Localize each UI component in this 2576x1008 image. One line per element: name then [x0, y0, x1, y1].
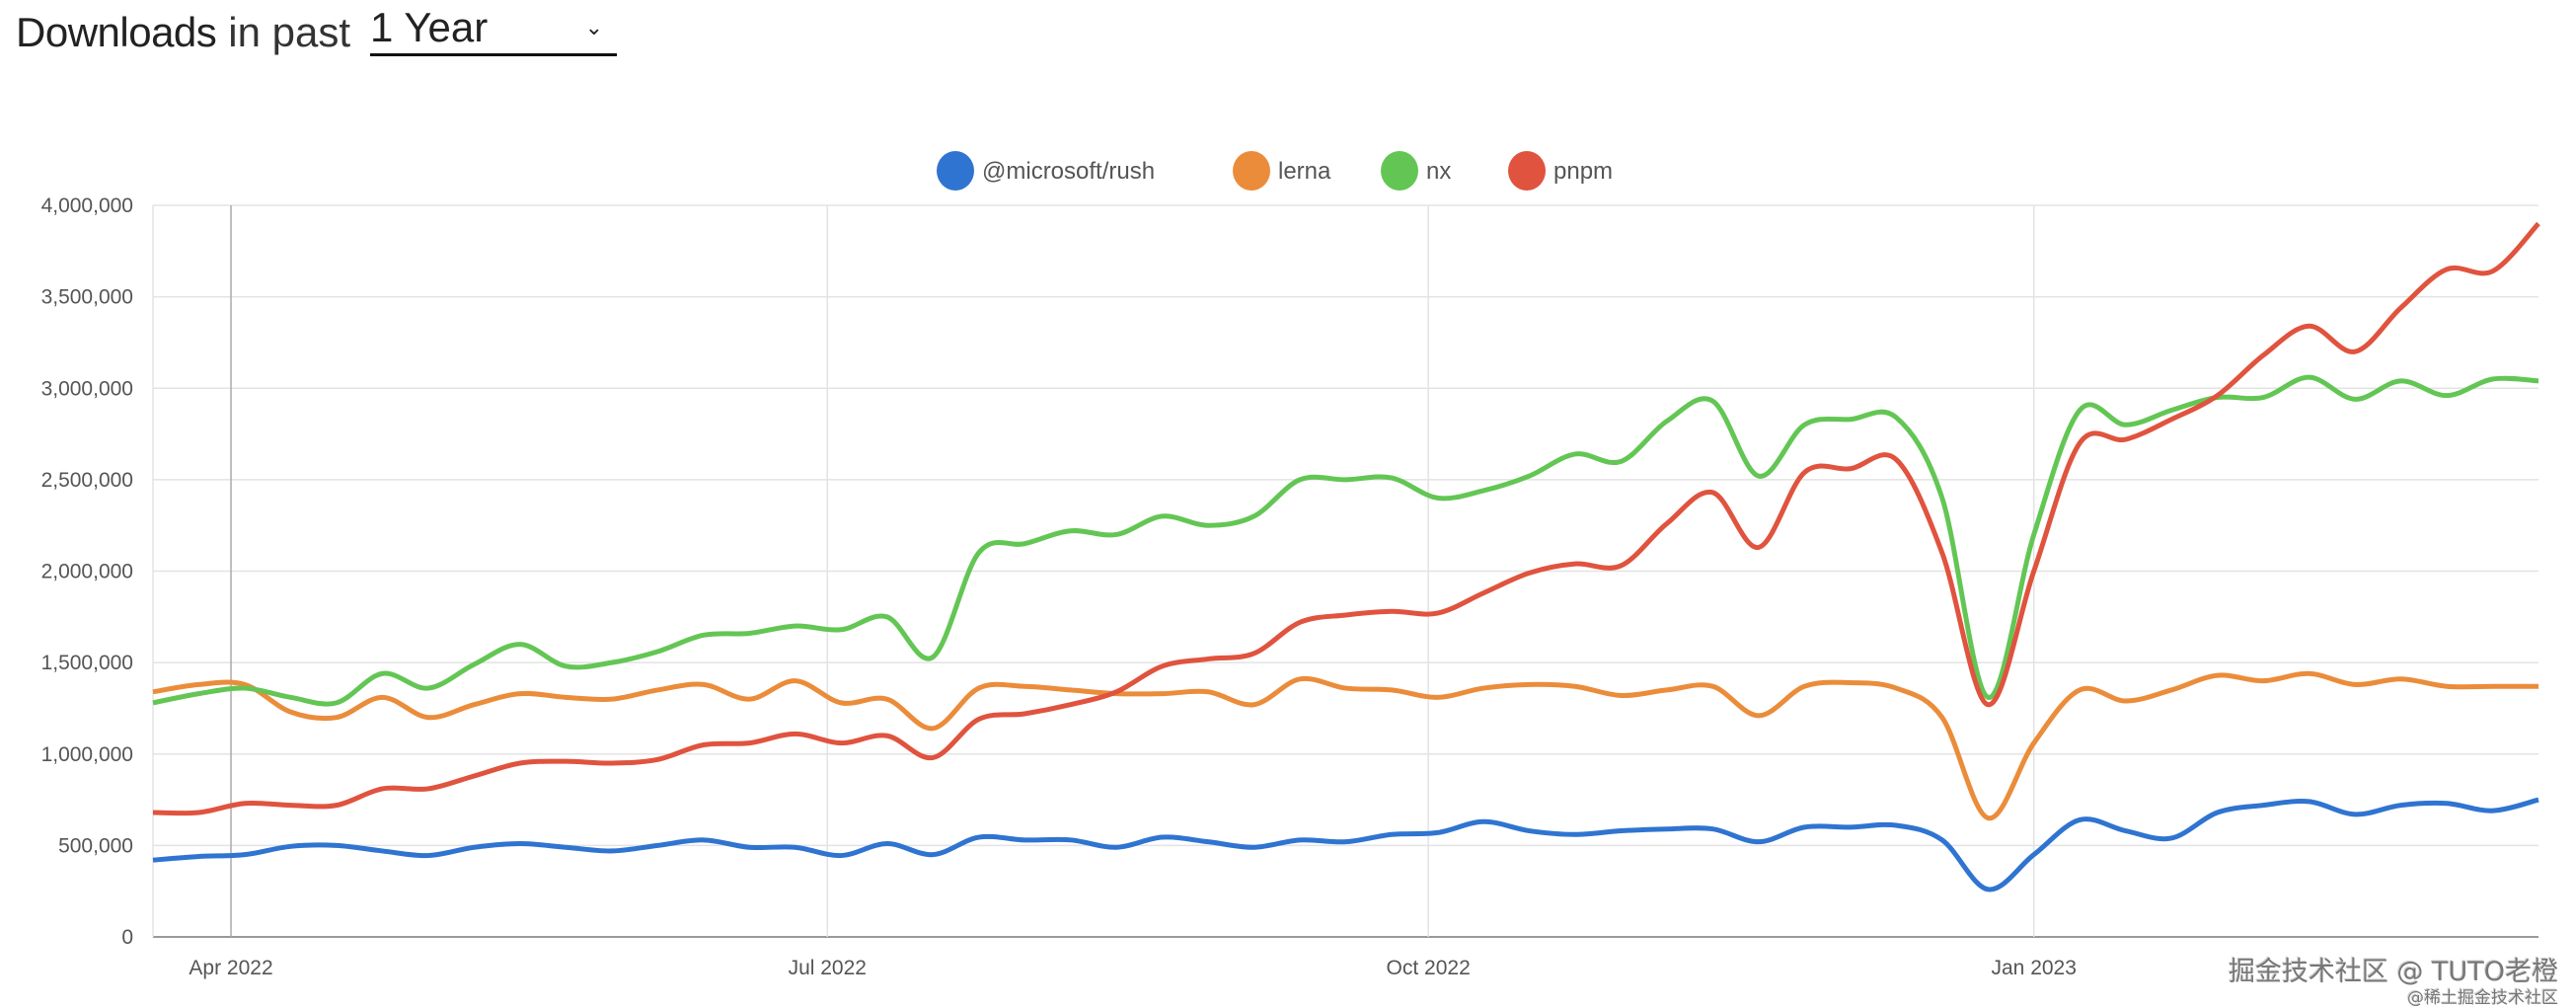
- y-tick-label: 3,000,000: [41, 377, 133, 400]
- legend-swatch: [937, 151, 974, 191]
- y-tick-label: 0: [121, 926, 133, 949]
- series-line--microsoft-rush: [152, 797, 2539, 892]
- y-tick-label: 3,500,000: [41, 286, 133, 309]
- legend-label: lerna: [1278, 158, 1331, 185]
- y-tick-label: 1,500,000: [41, 652, 133, 674]
- period-select-value: 1 Year: [370, 4, 489, 50]
- legend-swatch: [1233, 151, 1270, 191]
- x-tick-label: Jan 2023: [1992, 957, 2077, 979]
- header: Downloads in past 1 Year ⌄: [16, 4, 618, 56]
- watermark-line1: 掘金技术社区 @ TUTO老橙: [2228, 957, 2558, 987]
- watermark-line2: @稀土掘金技术社区: [2407, 988, 2558, 1008]
- x-tick-label: Oct 2022: [1387, 957, 1471, 979]
- y-tick-label: 500,000: [58, 834, 133, 857]
- period-select[interactable]: 1 Year ⌄: [370, 4, 618, 56]
- chevron-down-icon: ⌄: [584, 15, 604, 39]
- series-line-nx: [152, 374, 2539, 707]
- legend-swatch: [1381, 151, 1418, 191]
- title-downloads: Downloads: [16, 9, 217, 55]
- series-line-lerna: [152, 670, 2538, 821]
- y-tick-label: 4,000,000: [41, 194, 133, 217]
- y-tick-label: 2,000,000: [41, 561, 133, 583]
- y-tick-label: 1,000,000: [41, 743, 133, 766]
- title-in-past: in past: [228, 9, 351, 55]
- legend-swatch: [1508, 151, 1546, 191]
- x-tick-label: Jul 2022: [789, 957, 867, 979]
- series-line-pnpm: [152, 221, 2540, 816]
- legend-label: pnpm: [1553, 158, 1613, 185]
- y-tick-label: 2,500,000: [41, 469, 133, 492]
- x-tick-label: Apr 2022: [189, 957, 272, 979]
- legend-label: nx: [1426, 158, 1451, 185]
- legend-label: @microsoft/rush: [982, 158, 1155, 185]
